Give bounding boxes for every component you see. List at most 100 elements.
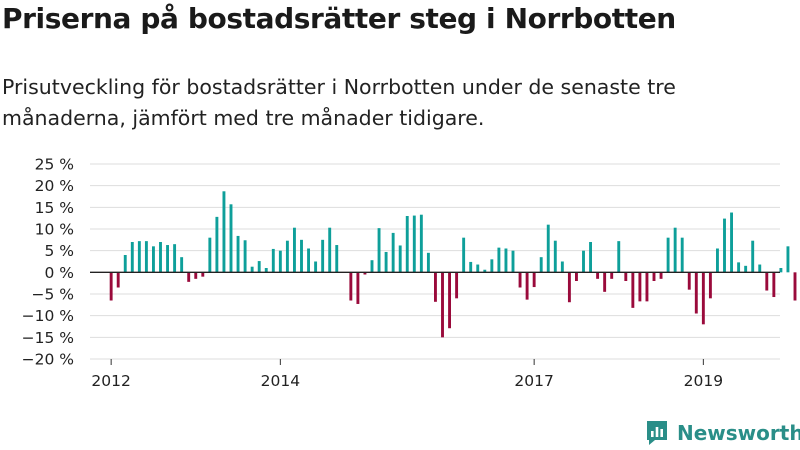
- bar: [645, 272, 649, 302]
- chart-subtitle: Prisutveckling för bostadsrätter i Norrb…: [2, 75, 676, 130]
- y-tick-label: 5 %: [44, 242, 74, 260]
- bar: [243, 240, 247, 273]
- bar: [582, 250, 585, 273]
- x-tick-label: 2019: [684, 372, 723, 390]
- bar: [624, 272, 628, 281]
- bar: [701, 272, 705, 325]
- bar: [518, 272, 522, 288]
- y-tick-label: −10 %: [22, 307, 74, 325]
- brand: Newsworthy: [645, 418, 800, 448]
- bar: [398, 245, 402, 273]
- bar: [469, 261, 473, 273]
- bar: [173, 244, 177, 273]
- bar: [441, 272, 444, 338]
- bar: [314, 261, 318, 273]
- bar: [532, 272, 536, 288]
- bar: [222, 191, 226, 273]
- y-tick-label: 10 %: [35, 221, 74, 239]
- bar: [349, 272, 353, 301]
- y-tick-label: −5 %: [31, 286, 74, 304]
- y-tick-label: 20 %: [35, 177, 74, 195]
- bar: [419, 214, 423, 273]
- bar: [152, 246, 155, 273]
- bar: [455, 272, 459, 299]
- bar: [426, 252, 430, 273]
- bar: [194, 272, 198, 279]
- y-tick-label: −20 %: [22, 351, 74, 369]
- bar-chart: 25 % 20 % 15 % 10 % 5 % 0 % −5 % −10 % −15 % −20 …: [22, 156, 797, 390]
- y-tick-label: −15 %: [22, 329, 74, 347]
- bar: [208, 237, 212, 273]
- bar: [201, 272, 205, 277]
- bar: [187, 272, 191, 282]
- x-tick-label: 2017: [514, 372, 553, 390]
- bar: [476, 264, 480, 273]
- bar: [180, 257, 184, 273]
- bar: [328, 227, 332, 273]
- bar: [575, 272, 578, 281]
- bar: [497, 247, 501, 273]
- bar: [236, 235, 240, 273]
- bar: [694, 272, 698, 314]
- bar: [659, 272, 663, 279]
- bar: [159, 242, 162, 273]
- bar: [504, 248, 508, 273]
- bar: [708, 272, 712, 299]
- brand-name: Newsworthy: [677, 421, 800, 445]
- bar: [335, 245, 339, 273]
- bar: [765, 272, 769, 291]
- bar: [553, 240, 557, 273]
- bar: [490, 259, 494, 273]
- y-tick-label: 15 %: [35, 199, 74, 217]
- bar: [264, 268, 268, 273]
- bar: [405, 216, 409, 273]
- y-tick-label: 0 %: [44, 264, 74, 282]
- bar: [412, 215, 416, 273]
- bar: [215, 216, 219, 273]
- bar: [257, 261, 261, 273]
- bar: [589, 242, 592, 273]
- bar: [539, 257, 543, 273]
- bar: [737, 262, 741, 273]
- bar: [285, 240, 289, 273]
- bar: [271, 248, 275, 273]
- bar: [293, 227, 296, 273]
- bar: [300, 239, 303, 273]
- bar: [744, 265, 748, 273]
- x-tick-label: 2014: [261, 372, 300, 390]
- bar: [116, 272, 120, 288]
- bar: [687, 272, 691, 290]
- bar: [631, 272, 635, 308]
- newsworthy-logo-icon: [647, 421, 667, 445]
- y-axis-labels: 25 % 20 % 15 % 10 % 5 % 0 % −5 % −10 % −15 % −20 …: [22, 156, 74, 369]
- bar: [250, 266, 254, 273]
- bar: [730, 212, 733, 273]
- bar: [779, 268, 783, 273]
- bar: [603, 272, 607, 292]
- bar: [525, 272, 529, 300]
- bar: [370, 260, 374, 273]
- bar: [137, 241, 141, 273]
- bar: [384, 251, 388, 273]
- bar: [511, 250, 515, 273]
- bar: [567, 272, 571, 303]
- bar: [638, 272, 642, 302]
- bar: [356, 272, 360, 304]
- bar: [758, 264, 762, 273]
- bar: [483, 269, 487, 273]
- bar: [462, 237, 466, 273]
- bar: [546, 224, 550, 273]
- bar: [307, 248, 310, 273]
- bar: [666, 237, 670, 273]
- bar: [109, 272, 113, 301]
- bar: [793, 272, 797, 301]
- x-tick-label: 2012: [91, 372, 130, 390]
- bar: [617, 241, 621, 273]
- bars: [109, 191, 797, 338]
- bar: [434, 272, 437, 302]
- bar: [123, 255, 127, 273]
- x-axis: 201220142017201920222024: [91, 359, 723, 390]
- y-tick-label: 25 %: [35, 156, 74, 174]
- bar: [596, 272, 600, 279]
- bar: [391, 232, 395, 273]
